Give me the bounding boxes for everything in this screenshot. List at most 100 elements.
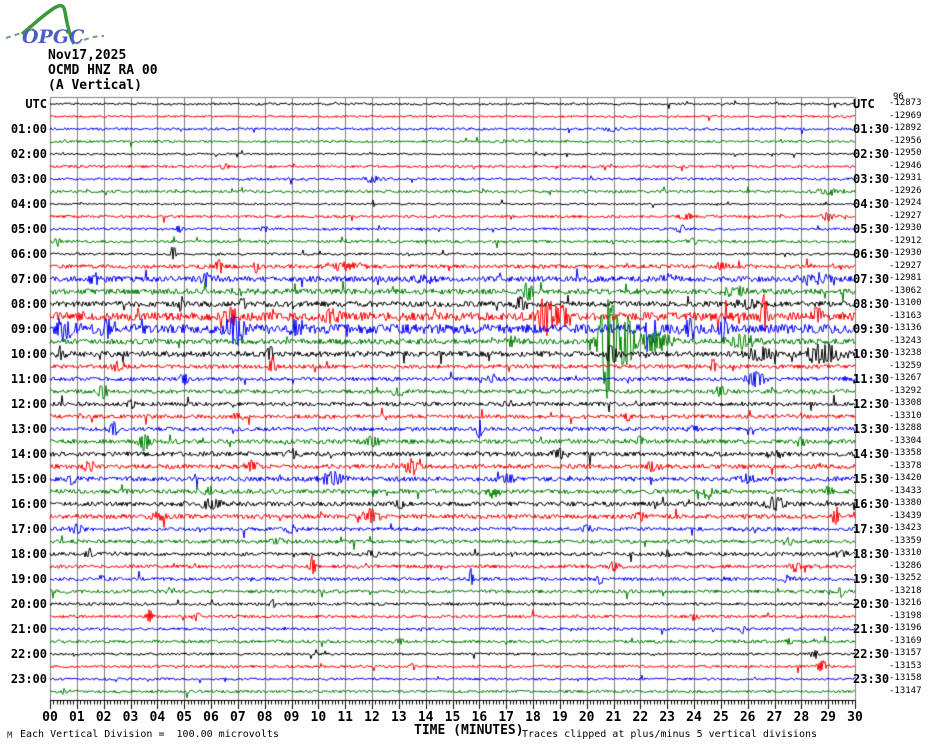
x-axis-title: TIME (MINUTES) (414, 723, 524, 738)
trace-offset-value: -13423 (889, 523, 922, 533)
logo-curve (20, 3, 76, 45)
trace-offset-value: -13169 (889, 635, 922, 646)
left-hour-label: 11:00 (10, 372, 47, 386)
left-hour-label: 03:00 (10, 172, 47, 186)
x-tick-label: 30 (847, 710, 863, 725)
trace-offset-value: -13292 (889, 385, 922, 396)
x-tick-label: 14 (417, 710, 434, 725)
x-tick-label: 28 (793, 710, 810, 725)
left-hour-label: 17:00 (10, 522, 47, 536)
left-hour-label: 07:00 (10, 272, 47, 286)
right-hour-label: 16:30 (853, 497, 890, 511)
trace-offset-value: -12946 (889, 160, 922, 171)
vertical-division-note: Each Vertical Division = 100.00 microvol… (20, 729, 279, 740)
trace-offset-value: -13157 (889, 648, 922, 658)
x-tick-label: 04 (149, 710, 166, 725)
right-hour-label: 07:30 (853, 272, 890, 286)
right-hour-label: 14:30 (853, 447, 890, 461)
x-tick-label: 13 (391, 710, 407, 725)
trace-offset-value: -13196 (889, 623, 922, 633)
trace-offset-value: -13218 (889, 585, 922, 596)
right-hour-label: 08:30 (853, 297, 890, 311)
x-tick-label: 22 (632, 710, 649, 725)
x-tick-label: 12 (364, 710, 380, 725)
right-hour-label: 11:30 (853, 372, 890, 386)
left-hour-label: 06:00 (10, 247, 47, 261)
x-tick-label: 20 (578, 710, 595, 725)
right-hour-label: 04:30 (853, 197, 890, 211)
x-tick-label: 09 (283, 710, 300, 725)
trace-offset-value: -13310 (889, 548, 922, 558)
opgc-logo: OPGC (5, 3, 105, 48)
trace-offset-value: -13439 (889, 510, 922, 521)
left-hour-label: 04:00 (10, 197, 47, 211)
trace-offset-value: -13243 (889, 335, 922, 346)
left-axis-title: UTC (25, 97, 47, 111)
trace-offset-value: -13163 (889, 310, 922, 321)
left-hour-label: 10:00 (10, 347, 47, 361)
left-hour-label: 18:00 (10, 547, 47, 561)
left-hour-label: 02:00 (10, 147, 47, 161)
trace-offset-value: -12950 (889, 148, 922, 158)
station-code: OCMD HNZ RA 00 (48, 63, 158, 78)
trace-offset-value: -13286 (889, 560, 922, 571)
x-tick-label: 23 (659, 710, 675, 725)
right-hour-label: 10:30 (853, 347, 890, 361)
trace-offset-value: -13304 (889, 435, 922, 446)
left-hour-label: 09:00 (10, 322, 47, 336)
right-hour-label: 12:30 (853, 397, 890, 411)
trace-offset-value: -13380 (889, 498, 922, 508)
trace-offset-value: -12930 (889, 223, 922, 233)
x-tick-label: 24 (686, 710, 702, 725)
right-hour-label: 06:30 (853, 247, 890, 261)
left-hour-label: 23:00 (10, 672, 47, 686)
trace-offset-value: -13433 (889, 485, 922, 496)
trace-offset-value: -13198 (889, 610, 922, 621)
x-tick-label: 10 (310, 710, 327, 725)
right-hour-label: 02:30 (853, 147, 890, 161)
x-tick-label: 26 (739, 710, 756, 725)
left-hour-label: 14:00 (10, 447, 47, 461)
trace-offset-value: -13359 (889, 535, 922, 546)
trace-offset-value: -12981 (889, 273, 922, 283)
trace-offset-value: -13062 (889, 285, 922, 296)
x-tick-label: 11 (337, 710, 353, 725)
record-date: Nov17,2025 (48, 48, 127, 63)
left-hour-label: 12:00 (10, 397, 47, 411)
x-tick-label: 08 (256, 710, 273, 725)
component-label: (A Vertical) (48, 78, 142, 93)
trace-offset-value: -13252 (889, 573, 922, 583)
trace-offset-value: -13420 (889, 473, 922, 483)
corner-watermark: M (7, 731, 13, 741)
right-hour-label: 22:30 (853, 647, 890, 661)
trace-offset-value: -12969 (889, 110, 922, 121)
left-hour-label: 22:00 (10, 647, 47, 661)
x-tick-label: 07 (230, 710, 246, 725)
left-hour-label: 15:00 (10, 472, 47, 486)
trace-offset-value: -12931 (889, 173, 922, 183)
x-tick-label: 16 (471, 710, 488, 725)
left-hour-label: 13:00 (10, 422, 47, 436)
left-hour-label: 16:00 (10, 497, 47, 511)
trace-offset-value: -13288 (889, 423, 922, 433)
left-hour-label: 01:00 (10, 122, 47, 136)
trace-offset-value: -12873 (889, 98, 922, 108)
x-tick-label: 03 (122, 710, 139, 725)
trace-offset-value: -12924 (889, 198, 922, 208)
logo-dash-right (75, 35, 105, 45)
x-tick-label: 27 (766, 710, 783, 725)
x-tick-label: 17 (498, 710, 514, 725)
trace-offset-value: -13358 (889, 448, 922, 458)
trace-offset-value: -13158 (889, 673, 922, 683)
right-axis-title: UTC (853, 97, 875, 111)
trace-offset-value: -13378 (889, 460, 922, 471)
trace-offset-value: -12956 (889, 135, 922, 146)
trace-offset-value: -13310 (889, 410, 922, 421)
x-tick-label: 05 (176, 710, 192, 725)
trace-offset-value: -13100 (889, 298, 922, 308)
right-hour-label: 05:30 (853, 222, 890, 236)
logo-text: OPGC (22, 26, 84, 48)
left-hour-label: 19:00 (10, 572, 47, 586)
